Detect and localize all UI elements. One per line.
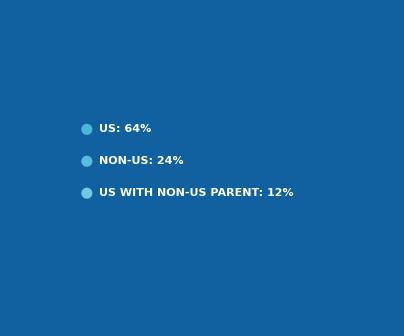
Ellipse shape — [82, 188, 92, 198]
Ellipse shape — [82, 157, 92, 166]
Ellipse shape — [82, 125, 92, 134]
Text: US: 64%: US: 64% — [99, 124, 151, 134]
Text: NON-US: 24%: NON-US: 24% — [99, 156, 183, 166]
Text: US WITH NON-US PARENT: 12%: US WITH NON-US PARENT: 12% — [99, 188, 294, 198]
